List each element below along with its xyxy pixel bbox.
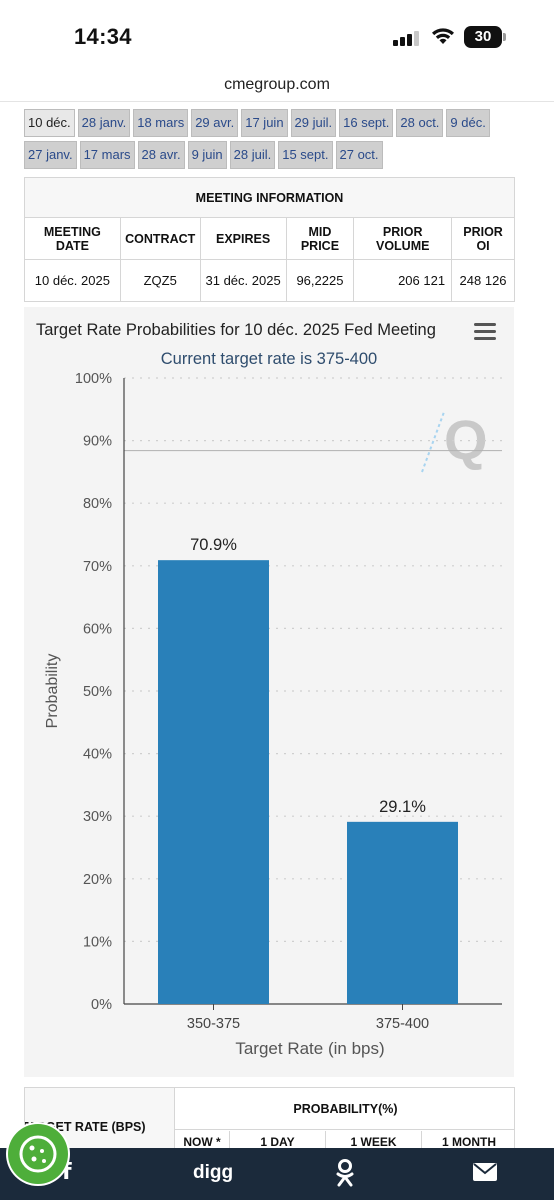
facebook-icon[interactable]: f [62, 1160, 72, 1185]
date-tab[interactable]: 17 juin [241, 109, 288, 137]
x-axis-title: Target Rate (in bps) [235, 1039, 384, 1058]
cell-expires: 31 déc. 2025 [199, 259, 287, 302]
meeting-date-tabs: 10 déc. 28 janv. 18 mars 29 avr. 17 juin 29 j… [24, 109, 518, 173]
cookie-icon[interactable] [8, 1124, 68, 1184]
date-tab-row-1: 10 déc. 28 janv. 18 mars 29 avr. 17 juin 29 j… [24, 109, 518, 137]
data-label: 70.9% [190, 536, 237, 554]
y-tick-label: 90% [83, 434, 112, 450]
cell-prior-volume: 206 121 [353, 259, 453, 302]
y-tick-label: 10% [83, 934, 112, 950]
date-tab[interactable]: 9 juin [187, 141, 227, 169]
status-bar: 14:34 30 [0, 0, 554, 72]
chart-subtitle: Current target rate is 375-400 [161, 350, 377, 368]
date-tab[interactable]: 28 juil. [229, 141, 276, 169]
chart-canvas: Target Rate Probabilities for 10 déc. 20… [36, 321, 502, 1058]
y-tick-label: 70% [83, 559, 112, 575]
odnoklassniki-icon[interactable] [334, 1158, 356, 1188]
cell-mid-price: 96,2225 [285, 259, 355, 302]
probability-table: TARGET RATE (BPS) PROBABILITY(%) NOW * 1… [24, 1087, 515, 1157]
y-tick-label: 100% [75, 371, 112, 387]
date-tab[interactable]: 29 avr. [191, 109, 239, 137]
subheader-1-day: 1 DAY [230, 1131, 326, 1156]
cell-meeting-date: 10 déc. 2025 [24, 259, 121, 302]
subheader-1-week: 1 WEEK [326, 1131, 422, 1156]
date-tab-row-2: 27 janv. 17 mars 28 avr. 9 juin 28 juil. 15 s… [24, 141, 518, 169]
meeting-info-table: MEETING INFORMATION MEETING DATE CONTRAC… [24, 177, 515, 302]
meeting-info-title: MEETING INFORMATION [24, 177, 515, 218]
watermark-stripe [421, 411, 445, 473]
date-tab[interactable]: 10 déc. [24, 109, 75, 137]
header-prior-volume: PRIOR VOLUME [353, 217, 453, 260]
status-time: 14:34 [74, 24, 132, 49]
signal-icon [393, 30, 423, 46]
date-tab[interactable]: 9 déc. [446, 109, 490, 137]
y-tick-label: 50% [83, 684, 112, 700]
probability-header: PROBABILITY(%) [175, 1088, 514, 1130]
chart-title: Target Rate Probabilities for 10 déc. 20… [36, 321, 436, 339]
data-label: 29.1% [379, 798, 426, 816]
cell-prior-oi: 248 126 [451, 259, 515, 302]
date-tab[interactable]: 27 oct. [335, 141, 383, 169]
header-contract: CONTRACT [119, 217, 201, 260]
x-tick-label: 350-375 [187, 1016, 240, 1032]
battery-icon: 30 [464, 26, 506, 48]
bar-350-375 [158, 560, 269, 1004]
header-expires: EXPIRES [199, 217, 287, 260]
probability-chart: Target Rate Probabilities for 10 déc. 20… [24, 307, 514, 1077]
date-tab[interactable]: 28 janv. [77, 109, 131, 137]
date-tab[interactable]: 28 oct. [396, 109, 444, 137]
x-tick-label: 375-400 [376, 1016, 429, 1032]
date-tab[interactable]: 17 mars [79, 141, 135, 169]
y-tick-label: 30% [83, 809, 112, 825]
subheader-1-month: 1 MONTH [442, 1135, 496, 1149]
date-tab[interactable]: 15 sept. [278, 141, 333, 169]
bar-375-400 [347, 821, 458, 1004]
watermark-logo: Q [444, 408, 488, 471]
date-tab[interactable]: 28 avr. [137, 141, 185, 169]
share-bar: f digg [0, 1148, 554, 1200]
wifi-icon [432, 28, 454, 44]
cell-contract: ZQZ5 [119, 259, 201, 302]
url-bar[interactable]: cmegroup.com [0, 72, 554, 102]
y-tick-label: 40% [83, 747, 112, 763]
digg-link[interactable]: digg [193, 1162, 234, 1183]
date-tab[interactable]: 16 sept. [339, 109, 394, 137]
menu-icon[interactable] [474, 323, 496, 341]
y-tick-label: 20% [83, 872, 112, 888]
y-tick-label: 0% [91, 997, 112, 1013]
mail-icon[interactable] [473, 1163, 497, 1181]
y-tick-label: 60% [83, 621, 112, 637]
header-mid-price: MID PRICE [285, 217, 355, 260]
y-tick-label: 80% [83, 496, 112, 512]
subheader-now: NOW * [175, 1131, 230, 1156]
battery-level: 30 [464, 26, 502, 48]
date-tab[interactable]: 29 juil. [290, 109, 337, 137]
date-tab[interactable]: 18 mars [133, 109, 189, 137]
date-tab[interactable]: 27 janv. [24, 141, 77, 169]
header-prior-oi: PRIOR OI [451, 217, 515, 260]
y-axis-title: Probability [44, 654, 61, 729]
header-meeting-date: MEETING DATE [24, 217, 121, 260]
